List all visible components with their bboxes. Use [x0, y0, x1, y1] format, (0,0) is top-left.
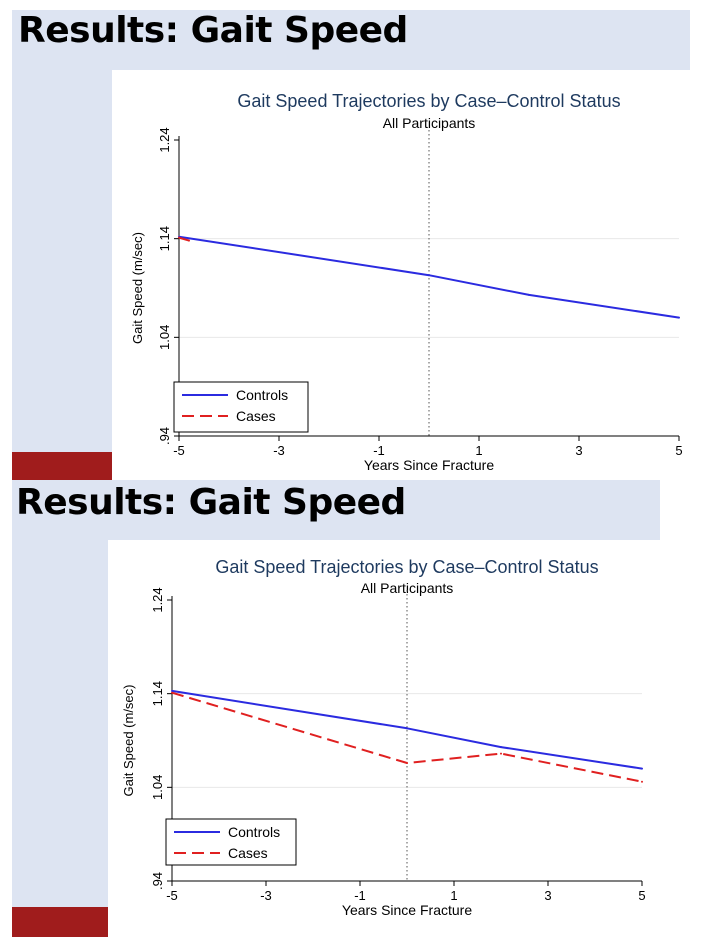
series-cases-point [188, 239, 190, 242]
x-tick-label: -1 [354, 888, 366, 903]
slide-title: Results: Gait Speed [18, 10, 408, 51]
series-cases-point [500, 752, 502, 755]
chart-title: Gait Speed Trajectories by Case–Control … [237, 91, 620, 111]
chart-subtitle: All Participants [361, 580, 454, 596]
gait-speed-chart: Gait Speed Trajectories by Case–Control … [130, 91, 683, 473]
y-tick-label: 1.04 [150, 775, 165, 800]
chart-panel: Gait Speed Trajectories by Case–Control … [108, 540, 660, 937]
legend-box [173, 381, 309, 433]
legend-label-controls: Controls [228, 824, 280, 840]
x-tick-label: 5 [675, 443, 682, 458]
slide-title: Results: Gait Speed [16, 482, 406, 523]
x-tick-label: 5 [638, 888, 645, 903]
x-tick-label: -3 [260, 888, 272, 903]
legend-box [165, 818, 297, 866]
series-cases-line [178, 236, 190, 242]
y-tick-label: 1.24 [157, 127, 172, 152]
series-controls-line [178, 235, 680, 319]
slide-2: Results: Gait Speed Gait Speed Trajector… [0, 480, 720, 937]
series-controls-line [171, 689, 643, 770]
slide-1: Results: Gait Speed Gait Speed Trajector… [12, 10, 690, 480]
legend-label-controls: Controls [236, 387, 288, 403]
slide-accent-bar [12, 452, 112, 480]
series-cases-point [171, 691, 173, 694]
x-axis-title: Years Since Fracture [342, 902, 472, 918]
x-tick-label: 3 [544, 888, 551, 903]
series-controls-point [406, 727, 408, 730]
y-axis-title: Gait Speed (m/sec) [130, 232, 145, 344]
series-controls-point [678, 316, 680, 319]
x-axis-title: Years Since Fracture [364, 457, 494, 473]
series-controls-point [500, 746, 502, 749]
series-controls-point [528, 293, 530, 296]
x-tick-label: -3 [273, 443, 285, 458]
series-controls-point [641, 767, 643, 770]
series-cases-point [406, 761, 408, 764]
y-tick-label: 1.14 [150, 681, 165, 706]
y-tick-label: 1.04 [157, 325, 172, 350]
series-cases-line [171, 691, 643, 783]
x-tick-label: -5 [166, 888, 178, 903]
y-axis-title: Gait Speed (m/sec) [121, 685, 136, 797]
x-tick-label: 1 [450, 888, 457, 903]
legend-label-cases: Cases [228, 845, 268, 861]
x-tick-label: 1 [475, 443, 482, 458]
series-controls-point [171, 689, 173, 692]
gait-speed-chart: Gait Speed Trajectories by Case–Control … [121, 557, 646, 918]
x-tick-label: 3 [575, 443, 582, 458]
y-tick-label: 1.24 [150, 587, 165, 612]
y-tick-label: .94 [150, 872, 165, 890]
x-tick-label: -1 [373, 443, 385, 458]
y-tick-label: .94 [157, 427, 172, 445]
x-tick-label: -5 [173, 443, 185, 458]
series-cases-point [178, 236, 180, 239]
legend-label-cases: Cases [236, 408, 276, 424]
chart-title: Gait Speed Trajectories by Case–Control … [215, 557, 598, 577]
series-cases-point [641, 780, 643, 783]
chart-panel: Gait Speed Trajectories by Case–Control … [112, 70, 690, 480]
chart-subtitle: All Participants [383, 115, 476, 131]
y-tick-label: 1.14 [157, 226, 172, 251]
series-controls-point [428, 274, 430, 277]
slide-accent-bar [12, 907, 108, 937]
